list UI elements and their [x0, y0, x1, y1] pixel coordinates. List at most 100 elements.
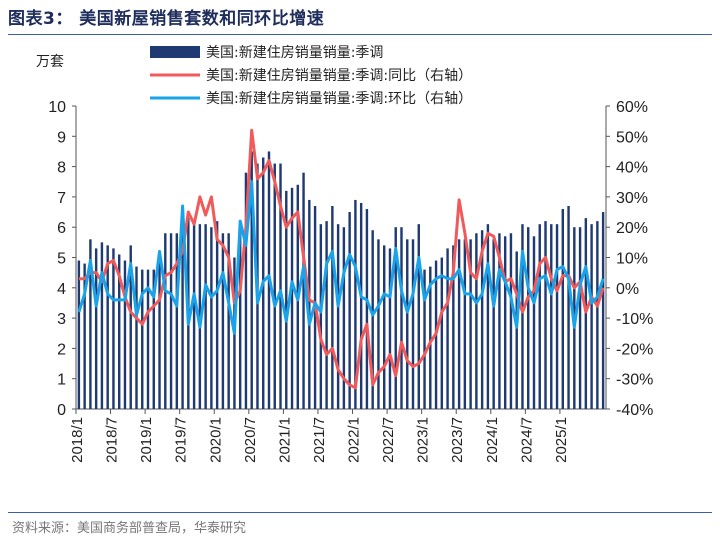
- bar: [244, 172, 248, 409]
- x-tick-label: 2021/1: [276, 417, 293, 463]
- right-tick-label: 0%: [616, 281, 639, 298]
- bar: [152, 269, 155, 409]
- x-tick-label: 2018/1: [69, 417, 86, 463]
- right-tick-label: -10%: [616, 311, 653, 328]
- bar: [123, 260, 127, 409]
- bar: [210, 227, 213, 409]
- bar: [290, 187, 294, 409]
- left-tick-label: 10: [48, 99, 66, 116]
- bar: [227, 233, 230, 409]
- bar: [273, 163, 276, 409]
- x-tick-label: 2019/1: [138, 417, 155, 463]
- left-tick-label: 8: [57, 160, 66, 177]
- bar: [238, 227, 242, 409]
- bar: [359, 202, 363, 409]
- bar: [371, 230, 374, 409]
- figure-title: 图表3： 美国新屋销售套数和同环比增速: [8, 9, 325, 29]
- x-tick-label: 2023/1: [415, 417, 432, 463]
- right-tick-label: -20%: [616, 341, 653, 358]
- x-tick-label: 2019/7: [173, 417, 190, 463]
- bar: [158, 251, 161, 409]
- right-tick-label: -30%: [616, 372, 653, 389]
- bar: [498, 233, 501, 409]
- bar: [463, 239, 467, 409]
- bar: [406, 239, 409, 409]
- source-divider: [8, 512, 712, 513]
- bar: [411, 239, 415, 409]
- bar: [400, 227, 403, 409]
- bar: [584, 218, 588, 409]
- bar: [181, 221, 184, 409]
- bar: [250, 151, 253, 409]
- bar: [446, 248, 449, 409]
- bar: [527, 227, 530, 409]
- bar: [561, 209, 565, 409]
- chart-canvas: 0 1 2 3 4 5 6 7 8 9 10 -40% -30% -20% -10% 0% 10% 20% 30% 4…: [36, 45, 653, 463]
- right-tick-label: -40%: [616, 402, 653, 419]
- x-tick-label: 2021/7: [311, 417, 328, 463]
- bar: [100, 242, 104, 409]
- line-series-mom: [77, 180, 605, 335]
- x-tick-label: 2023/7: [449, 417, 466, 463]
- bar: [331, 205, 334, 409]
- x-tick-label: 2020/7: [242, 417, 259, 463]
- bar: [452, 245, 455, 409]
- bar: [423, 269, 426, 409]
- line-series-yoy: [78, 128, 605, 390]
- source-note: 资料来源：美国商务部普查局，华泰研究: [12, 521, 247, 536]
- bar: [215, 221, 219, 409]
- left-tick-label: 0: [57, 402, 66, 419]
- bar: [354, 199, 357, 409]
- right-tick-label: 60%: [616, 99, 648, 116]
- bar: [279, 163, 282, 409]
- bar: [388, 248, 392, 409]
- bar: [83, 263, 86, 409]
- left-tick-label: 3: [57, 311, 66, 328]
- left-tick-label: 2: [57, 341, 66, 358]
- bar: [601, 212, 605, 409]
- bar: [146, 269, 150, 409]
- bar: [77, 260, 81, 409]
- bar: [521, 224, 524, 409]
- bar: [325, 221, 328, 409]
- legend-swatch-bar: [150, 46, 200, 58]
- left-tick-label: 7: [57, 190, 66, 207]
- x-tick-label: 2020/1: [207, 417, 224, 463]
- bar: [175, 233, 179, 409]
- bar: [302, 172, 305, 409]
- bar: [348, 212, 351, 409]
- right-tick-label: 10%: [616, 251, 648, 268]
- x-tick-label: 2018/7: [104, 417, 121, 463]
- left-tick-label: 5: [57, 251, 66, 268]
- bar: [129, 245, 132, 409]
- bar: [342, 227, 346, 409]
- bar: [94, 248, 98, 409]
- x-tick-label: 2025/1: [553, 417, 570, 463]
- bar: [440, 257, 444, 409]
- bar: [555, 224, 559, 409]
- bar: [308, 199, 311, 409]
- x-tick-label: 2022/7: [380, 417, 397, 463]
- bar: [106, 245, 109, 409]
- legend-label: 美国:新建住房销量销量:季调:同比（右轴）: [206, 68, 472, 84]
- bar: [596, 221, 599, 409]
- bar: [285, 190, 288, 409]
- x-tick-label: 2024/1: [484, 417, 501, 463]
- title-divider: [8, 34, 712, 35]
- legend-label: 美国:新建住房销量销量:季调: [206, 45, 383, 61]
- bar: [221, 233, 225, 409]
- right-tick-label: 40%: [616, 160, 648, 177]
- bar: [578, 227, 582, 409]
- left-axis-unit: 万套: [36, 54, 64, 70]
- bar: [394, 227, 397, 409]
- left-tick-label: 9: [57, 129, 66, 146]
- left-tick-label: 1: [57, 372, 66, 389]
- bar: [336, 224, 340, 409]
- bar: [417, 224, 420, 409]
- bar: [486, 224, 490, 409]
- bar-series-sales: [77, 151, 605, 409]
- bar: [509, 233, 513, 409]
- bar: [544, 221, 547, 409]
- bar: [590, 224, 593, 409]
- bar: [169, 233, 173, 409]
